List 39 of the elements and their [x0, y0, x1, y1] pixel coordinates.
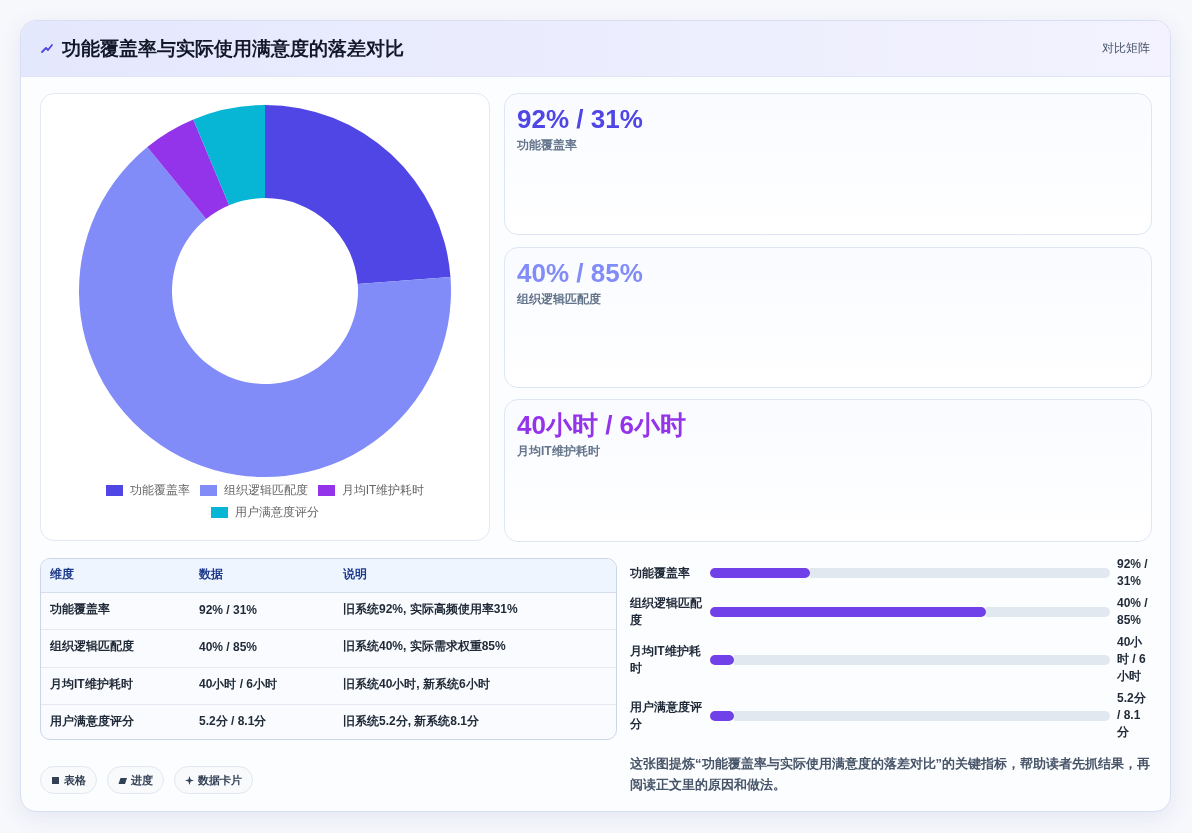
text: 数据卡片: [198, 773, 242, 787]
text: 进度: [131, 773, 153, 787]
legend-label: 月均IT维护耗时: [341, 482, 425, 499]
y2-tick-label: 92% / 31%: [1117, 556, 1149, 590]
y2-tick-label: 40小时 / 6小时: [1117, 634, 1147, 685]
y2-tick-label: 40% / 85%: [1117, 595, 1149, 629]
text: 功能覆盖率: [517, 137, 577, 153]
text: 组织逻辑匹配度: [517, 291, 601, 307]
text: 功能覆盖率: [50, 601, 110, 619]
text: 对比矩阵: [1102, 40, 1150, 56]
text: 旧系统92%, 实际高频使用率31%: [343, 601, 518, 619]
y-tick-label: 月均IT维护耗时: [630, 642, 702, 677]
y-tick-label: 功能覆盖率: [630, 564, 691, 582]
text: 旧系统40%, 实际需求权重85%: [343, 638, 506, 656]
text: 92% / 31%: [199, 601, 258, 619]
text: 40% / 85%: [517, 258, 643, 288]
text: 40% / 85%: [199, 638, 258, 656]
text: 月均IT维护耗时: [517, 443, 600, 459]
text: 表格: [64, 773, 86, 787]
text: 月均IT维护耗时: [50, 675, 133, 693]
text: 92% / 31%: [517, 104, 643, 134]
category-label: 维度: [50, 566, 74, 583]
text: 40小时 / 6小时: [199, 675, 278, 693]
y-tick-label: 用户满意度评分: [630, 698, 703, 733]
category-label: 说明: [343, 566, 367, 583]
chart-title: 功能覆盖率与实际使用满意度的落差对比: [62, 37, 404, 61]
text: 旧系统40小时, 新系统6小时: [343, 675, 490, 693]
y2-tick-label: 5.2分 / 8.1分: [1117, 690, 1147, 741]
legend-label: 功能覆盖率: [129, 482, 190, 499]
legend-label: 组织逻辑匹配度: [223, 482, 308, 499]
text: 这张图提炼“功能覆盖率与实际使用满意度的落差对比”的关键指标，帮助读者先抓结果，再阅读正文里的原因和做法。: [630, 754, 1151, 794]
text: 用户满意度评分: [50, 712, 134, 730]
text: 5.2分 / 8.1分: [199, 712, 267, 730]
text: 旧系统5.2分, 新系统8.1分: [343, 712, 480, 730]
legend-label: 用户满意度评分: [235, 504, 319, 521]
text: 40小时 / 6小时: [517, 410, 687, 440]
y-tick-label: 组织逻辑匹配度: [630, 595, 703, 629]
category-label: 数据: [199, 566, 223, 583]
text: 组织逻辑匹配度: [50, 638, 134, 656]
